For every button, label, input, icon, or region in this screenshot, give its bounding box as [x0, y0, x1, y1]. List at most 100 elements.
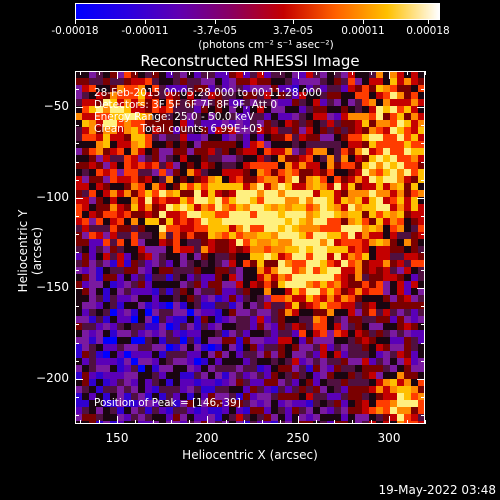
heatmap-cell: [208, 309, 215, 316]
heatmap-cell: [229, 141, 236, 148]
heatmap-cell: [215, 155, 222, 162]
heatmap-cell: [75, 113, 82, 120]
heatmap-cell: [145, 337, 152, 344]
heatmap-cell: [194, 267, 201, 274]
heatmap-cell: [236, 407, 243, 414]
heatmap-cell: [229, 183, 236, 190]
heatmap-cell: [110, 309, 117, 316]
heatmap-cell: [75, 365, 82, 372]
heatmap-cell: [362, 99, 369, 106]
heatmap-cell: [215, 99, 222, 106]
heatmap-cell: [131, 253, 138, 260]
heatmap-cell: [89, 85, 96, 92]
heatmap-cell: [411, 246, 418, 253]
heatmap-cell: [152, 218, 159, 225]
heatmap-cell: [313, 232, 320, 239]
heatmap-cell: [362, 71, 369, 78]
heatmap-cell: [229, 421, 236, 424]
heatmap-cell: [145, 372, 152, 379]
heatmap-cell: [390, 316, 397, 323]
heatmap-cell: [201, 148, 208, 155]
heatmap-cell: [320, 183, 327, 190]
heatmap-cell: [180, 148, 187, 155]
heatmap-cell: [355, 155, 362, 162]
heatmap-cell: [82, 71, 89, 78]
heatmap-cell: [299, 253, 306, 260]
heatmap-cell: [397, 78, 404, 85]
heatmap-cell: [82, 239, 89, 246]
heatmap-cell: [187, 78, 194, 85]
heatmap-cell: [89, 120, 96, 127]
heatmap-cell: [334, 414, 341, 421]
heatmap-cell: [257, 120, 264, 127]
heatmap-cell: [124, 358, 131, 365]
heatmap-cell: [89, 323, 96, 330]
heatmap-cell: [89, 316, 96, 323]
heatmap-cell: [411, 351, 418, 358]
heatmap-cell: [194, 106, 201, 113]
heatmap-cell: [376, 134, 383, 141]
heatmap-cell: [152, 232, 159, 239]
heatmap-cell: [334, 386, 341, 393]
heatmap-cell: [173, 155, 180, 162]
heatmap-cell: [397, 204, 404, 211]
y-minor-tick: [421, 343, 425, 344]
heatmap-cell: [124, 267, 131, 274]
heatmap-cell: [173, 309, 180, 316]
heatmap-cell: [348, 134, 355, 141]
heatmap-cell: [320, 141, 327, 148]
y-minor-tick: [421, 89, 425, 90]
heatmap-cell: [355, 239, 362, 246]
y-minor-tick: [75, 89, 79, 90]
heatmap-cell: [236, 267, 243, 274]
heatmap-cell: [89, 386, 96, 393]
heatmap-cell: [131, 148, 138, 155]
heatmap-cell: [334, 141, 341, 148]
heatmap-cell: [278, 246, 285, 253]
heatmap-cell: [236, 358, 243, 365]
heatmap-cell: [257, 71, 264, 78]
heatmap-cell: [383, 190, 390, 197]
heatmap-cell: [208, 190, 215, 197]
heatmap-cell: [369, 183, 376, 190]
heatmap-cell: [390, 155, 397, 162]
heatmap-cell: [299, 421, 306, 424]
heatmap-cell: [215, 218, 222, 225]
heatmap-cell: [299, 267, 306, 274]
heatmap-cell: [327, 393, 334, 400]
heatmap-cell: [341, 351, 348, 358]
heatmap-cell: [383, 155, 390, 162]
heatmap-cell: [313, 92, 320, 99]
heatmap-cell: [75, 407, 82, 414]
heatmap-cell: [187, 421, 194, 424]
heatmap-cell: [355, 267, 362, 274]
heatmap-cell: [187, 372, 194, 379]
heatmap-cell: [341, 183, 348, 190]
heatmap-cell: [166, 127, 173, 134]
heatmap-cell: [404, 351, 411, 358]
heatmap-cell: [159, 330, 166, 337]
heatmap-cell: [313, 239, 320, 246]
heatmap-cell: [334, 267, 341, 274]
colorbar: [75, 3, 440, 20]
heatmap-cell: [285, 330, 292, 337]
heatmap-cell: [110, 120, 117, 127]
heatmap-cell: [334, 197, 341, 204]
heatmap-cell: [264, 358, 271, 365]
heatmap-cell: [145, 386, 152, 393]
heatmap-cell: [355, 379, 362, 386]
heatmap-cell: [376, 148, 383, 155]
heatmap-cell: [222, 323, 229, 330]
heatmap-cell: [320, 204, 327, 211]
heatmap-cell: [222, 127, 229, 134]
heatmap-cell: [264, 337, 271, 344]
x-tick-mark: [298, 71, 299, 79]
heatmap-cell: [264, 239, 271, 246]
x-axis-label: Heliocentric X (arcsec): [182, 448, 318, 462]
heatmap-cell: [376, 190, 383, 197]
heatmap-cell: [306, 148, 313, 155]
heatmap-cell: [285, 351, 292, 358]
heatmap-cell: [124, 330, 131, 337]
heatmap-cell: [96, 190, 103, 197]
heatmap-cell: [117, 288, 124, 295]
